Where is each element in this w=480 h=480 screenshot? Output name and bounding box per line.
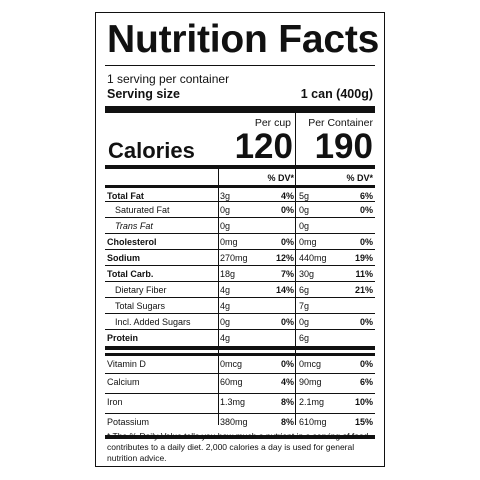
dv-per-container: 0% bbox=[359, 317, 373, 327]
dv-per-cup: 0% bbox=[280, 317, 294, 327]
nutrient-row: Saturated Fat 0g 0% 0g 0% bbox=[105, 201, 375, 218]
amount-per-cup: 3g bbox=[220, 191, 231, 201]
thick-divider bbox=[105, 106, 375, 113]
column-divider bbox=[295, 113, 296, 165]
amount-per-cup: 270mg bbox=[220, 253, 248, 263]
nutrient-name: Cholesterol bbox=[107, 237, 157, 247]
dv-per-container: 21% bbox=[354, 285, 373, 295]
page-title: Nutrition Facts bbox=[107, 18, 380, 61]
dv-per-container: 10% bbox=[354, 397, 373, 407]
nutrient-row: Cholesterol 0mg 0% 0mg 0% bbox=[105, 233, 375, 250]
amount-per-container: 6g bbox=[299, 333, 310, 343]
amount-per-cup: 0mcg bbox=[220, 359, 243, 369]
thick-divider bbox=[105, 346, 375, 350]
dv-per-container: 19% bbox=[354, 253, 373, 263]
nutrient-name: Saturated Fat bbox=[115, 205, 170, 215]
nutrient-name: Vitamin D bbox=[107, 359, 146, 369]
amount-per-cup: 0mg bbox=[220, 237, 238, 247]
nutrient-name: Total Fat bbox=[107, 191, 144, 201]
nutrient-name: Total Sugars bbox=[115, 301, 166, 311]
dv-per-container: 0% bbox=[359, 359, 373, 369]
servings-per-container: 1 serving per container bbox=[107, 72, 230, 86]
per-cup-header: Per cup bbox=[254, 117, 291, 129]
nutrient-name: Trans Fat bbox=[115, 221, 153, 231]
amount-per-container: 440mg bbox=[299, 253, 327, 263]
amount-per-cup: 0g bbox=[220, 205, 231, 215]
calories-per-cup: 120 bbox=[234, 127, 293, 166]
nutrient-row: Calcium 60mg 4% 90mg 6% bbox=[105, 373, 375, 390]
nutrient-row: Vitamin D 0mcg 0% 0mcg 0% bbox=[105, 353, 375, 372]
amount-per-container: 0mg bbox=[299, 237, 317, 247]
nutrition-facts-panel: Nutrition Facts 1 serving per container … bbox=[95, 12, 385, 467]
amount-per-container: 0g bbox=[299, 221, 310, 231]
nutrient-row: Sodium 270mg 12% 440mg 19% bbox=[105, 249, 375, 266]
amount-per-container: 0g bbox=[299, 205, 310, 215]
nutrient-row: Protein 4g 6g bbox=[105, 329, 375, 346]
amount-per-cup: 380mg bbox=[220, 417, 248, 427]
dv-per-cup: 8% bbox=[280, 417, 294, 427]
amount-per-container: 0g bbox=[299, 317, 310, 327]
footnote: * The % Daily Value tells you how much a… bbox=[107, 431, 369, 463]
dv-per-cup: 0% bbox=[280, 237, 294, 247]
nutrient-row: Potassium 380mg 8% 610mg 15% bbox=[105, 413, 375, 430]
amount-per-cup: 1.3mg bbox=[220, 397, 246, 407]
nutrient-row: Total Carb. 18g 7% 30g 11% bbox=[105, 265, 375, 282]
nutrient-name: Incl. Added Sugars bbox=[115, 317, 191, 327]
dv-header-container: % DV* bbox=[346, 173, 373, 183]
thick-divider bbox=[105, 165, 375, 169]
nutrient-row: Dietary Fiber 4g 14% 6g 21% bbox=[105, 281, 375, 298]
nutrient-name: Iron bbox=[107, 397, 123, 407]
nutrient-row: Incl. Added Sugars 0g 0% 0g 0% bbox=[105, 313, 375, 330]
nutrient-name: Total Carb. bbox=[107, 269, 154, 279]
dv-header-cup: % DV* bbox=[267, 173, 294, 183]
dv-per-container: 11% bbox=[355, 269, 373, 279]
nutrient-name: Protein bbox=[107, 333, 139, 343]
amount-per-container: 0mcg bbox=[299, 359, 322, 369]
dv-per-cup: 8% bbox=[280, 397, 294, 407]
nutrient-name: Potassium bbox=[107, 417, 150, 427]
calories-label: Calories bbox=[108, 138, 195, 163]
nutrient-row: Total Sugars 4g 7g bbox=[105, 297, 375, 314]
dv-per-cup: 7% bbox=[280, 269, 294, 279]
nutrient-name: Sodium bbox=[107, 253, 140, 263]
amount-per-container: 90mg bbox=[299, 377, 322, 387]
amount-per-container: 7g bbox=[299, 301, 310, 311]
serving-size-label: Serving size bbox=[107, 87, 180, 101]
divider bbox=[105, 65, 375, 66]
dv-per-cup: 4% bbox=[280, 191, 294, 201]
dv-per-container: 6% bbox=[359, 377, 373, 387]
dv-per-container: 6% bbox=[359, 191, 373, 201]
serving-size-value: 1 can (400g) bbox=[300, 87, 373, 101]
nutrient-name: Dietary Fiber bbox=[115, 285, 167, 295]
amount-per-container: 30g bbox=[299, 269, 315, 279]
amount-per-cup: 4g bbox=[220, 285, 231, 295]
amount-per-container: 610mg bbox=[299, 417, 327, 427]
nutrient-row: Trans Fat 0g 0g bbox=[105, 217, 375, 234]
amount-per-cup: 60mg bbox=[220, 377, 243, 387]
calories-per-container: 190 bbox=[314, 127, 373, 166]
amount-per-cup: 18g bbox=[220, 269, 236, 279]
amount-per-cup: 4g bbox=[220, 301, 231, 311]
amount-per-cup: 0g bbox=[220, 221, 231, 231]
per-container-header: Per Container bbox=[308, 117, 373, 129]
dv-per-container: 0% bbox=[359, 205, 373, 215]
thick-divider bbox=[105, 435, 375, 439]
amount-per-cup: 4g bbox=[220, 333, 231, 343]
amount-per-container: 5g bbox=[299, 191, 310, 201]
dv-per-cup: 0% bbox=[280, 359, 294, 369]
nutrient-row: Iron 1.3mg 8% 2.1mg 10% bbox=[105, 393, 375, 410]
dv-per-cup: 14% bbox=[275, 285, 294, 295]
amount-per-container: 6g bbox=[299, 285, 310, 295]
dv-per-container: 0% bbox=[359, 237, 373, 247]
dv-per-cup: 12% bbox=[275, 253, 294, 263]
nutrient-name: Calcium bbox=[107, 377, 140, 387]
nutrient-row: Total Fat 3g 4% 5g 6% bbox=[105, 185, 375, 204]
dv-per-container: 15% bbox=[354, 417, 373, 427]
dv-per-cup: 0% bbox=[280, 205, 294, 215]
amount-per-cup: 0g bbox=[220, 317, 231, 327]
dv-per-cup: 4% bbox=[280, 377, 294, 387]
amount-per-container: 2.1mg bbox=[299, 397, 325, 407]
